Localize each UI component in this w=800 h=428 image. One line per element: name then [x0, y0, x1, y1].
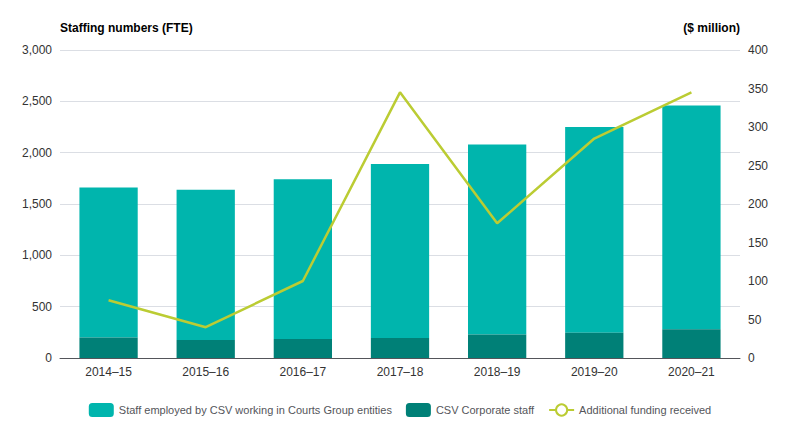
svg-text:200: 200 [748, 197, 768, 211]
svg-text:1,000: 1,000 [22, 248, 52, 262]
svg-text:0: 0 [748, 351, 755, 365]
svg-text:3,000: 3,000 [22, 43, 52, 57]
svg-text:2,000: 2,000 [22, 146, 52, 160]
svg-text:($ million): ($ million) [683, 21, 740, 35]
svg-text:2,500: 2,500 [22, 94, 52, 108]
svg-text:Staff employed by CSV working: Staff employed by CSV working in Courts … [119, 404, 393, 416]
svg-text:CSV Corporate staff: CSV Corporate staff [436, 404, 535, 416]
svg-text:350: 350 [748, 82, 768, 96]
svg-text:300: 300 [748, 120, 768, 134]
svg-text:2015–16: 2015–16 [182, 365, 229, 379]
svg-text:2017–18: 2017–18 [377, 365, 424, 379]
svg-text:2014–15: 2014–15 [85, 365, 132, 379]
svg-text:2018–19: 2018–19 [474, 365, 521, 379]
svg-text:1,500: 1,500 [22, 197, 52, 211]
svg-text:2016–17: 2016–17 [279, 365, 326, 379]
svg-text:50: 50 [748, 313, 762, 327]
svg-text:2020–21: 2020–21 [668, 365, 715, 379]
svg-text:Staffing numbers (FTE): Staffing numbers (FTE) [60, 21, 193, 35]
svg-text:250: 250 [748, 159, 768, 173]
svg-text:0: 0 [45, 351, 52, 365]
svg-text:100: 100 [748, 274, 768, 288]
svg-text:400: 400 [748, 43, 768, 57]
svg-text:500: 500 [32, 300, 52, 314]
svg-text:Additional funding received: Additional funding received [579, 404, 711, 416]
svg-text:150: 150 [748, 236, 768, 250]
svg-text:2019–20: 2019–20 [571, 365, 618, 379]
